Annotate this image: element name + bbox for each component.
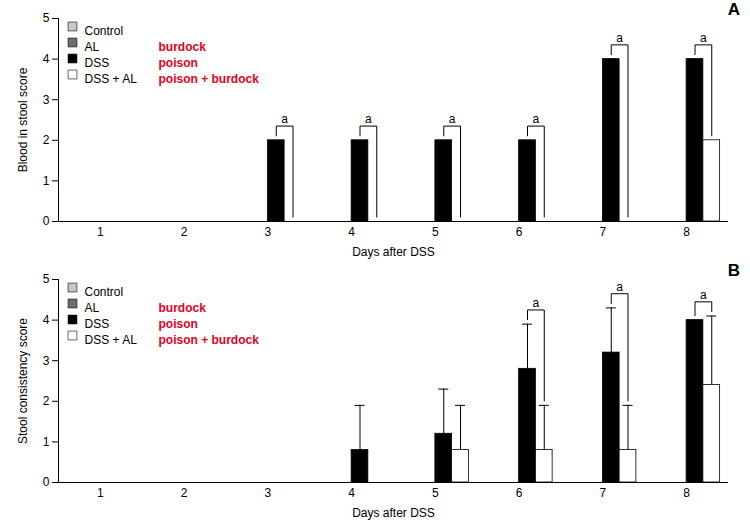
svg-text:5: 5	[432, 486, 439, 500]
svg-text:0: 0	[43, 214, 50, 228]
svg-text:burdock: burdock	[159, 301, 207, 315]
svg-text:2: 2	[43, 133, 50, 147]
svg-text:AL: AL	[85, 301, 100, 315]
svg-text:2: 2	[181, 225, 188, 239]
svg-text:1: 1	[43, 435, 50, 449]
svg-text:5: 5	[43, 272, 50, 286]
svg-text:Stool consistency score: Stool consistency score	[16, 318, 30, 444]
svg-text:poison: poison	[159, 56, 198, 70]
svg-text:7: 7	[600, 225, 607, 239]
svg-text:a: a	[616, 31, 623, 45]
svg-text:Days after DSS: Days after DSS	[352, 245, 435, 259]
svg-text:DSS: DSS	[85, 317, 110, 331]
svg-text:3: 3	[265, 486, 272, 500]
svg-text:1: 1	[97, 486, 104, 500]
html-text:A: A	[727, 0, 740, 19]
svg-text:1: 1	[97, 225, 104, 239]
svg-text:Blood in stool score: Blood in stool score	[16, 67, 30, 172]
svg-text:DSS: DSS	[85, 56, 110, 70]
svg-text:AL: AL	[85, 40, 100, 54]
svg-text:burdock: burdock	[159, 40, 207, 54]
svg-text:a: a	[700, 31, 707, 45]
svg-text:8: 8	[683, 486, 690, 500]
svg-text:5: 5	[43, 11, 50, 25]
svg-text:5: 5	[432, 225, 439, 239]
svg-text:a: a	[616, 280, 623, 294]
svg-text:3: 3	[43, 93, 50, 107]
svg-text:4: 4	[43, 313, 50, 327]
svg-text:DSS + AL: DSS + AL	[85, 72, 138, 86]
svg-text:poison + burdock: poison + burdock	[159, 333, 260, 347]
svg-text:3: 3	[265, 225, 272, 239]
svg-text:Control: Control	[85, 285, 124, 299]
svg-text:a: a	[281, 112, 288, 126]
svg-text:4: 4	[43, 52, 50, 66]
svg-text:3: 3	[43, 354, 50, 368]
svg-text:0: 0	[43, 475, 50, 489]
svg-text:a: a	[449, 112, 456, 126]
svg-text:a: a	[365, 112, 372, 126]
svg-text:a: a	[700, 288, 707, 302]
svg-text:DSS + AL: DSS + AL	[85, 333, 138, 347]
svg-text:4: 4	[348, 225, 355, 239]
svg-text:8: 8	[683, 225, 690, 239]
svg-text:Control: Control	[85, 24, 124, 38]
svg-text:6: 6	[516, 225, 523, 239]
svg-text:poison: poison	[159, 317, 198, 331]
svg-text:4: 4	[348, 486, 355, 500]
svg-text:a: a	[533, 112, 540, 126]
svg-text:2: 2	[43, 394, 50, 408]
svg-text:1: 1	[43, 174, 50, 188]
svg-text:poison + burdock: poison + burdock	[159, 72, 260, 86]
svg-text:a: a	[533, 296, 540, 310]
svg-text:Days after DSS: Days after DSS	[352, 506, 435, 520]
svg-text:7: 7	[600, 486, 607, 500]
svg-text:2: 2	[181, 486, 188, 500]
html-text:B: B	[727, 261, 740, 280]
svg-text:6: 6	[516, 486, 523, 500]
